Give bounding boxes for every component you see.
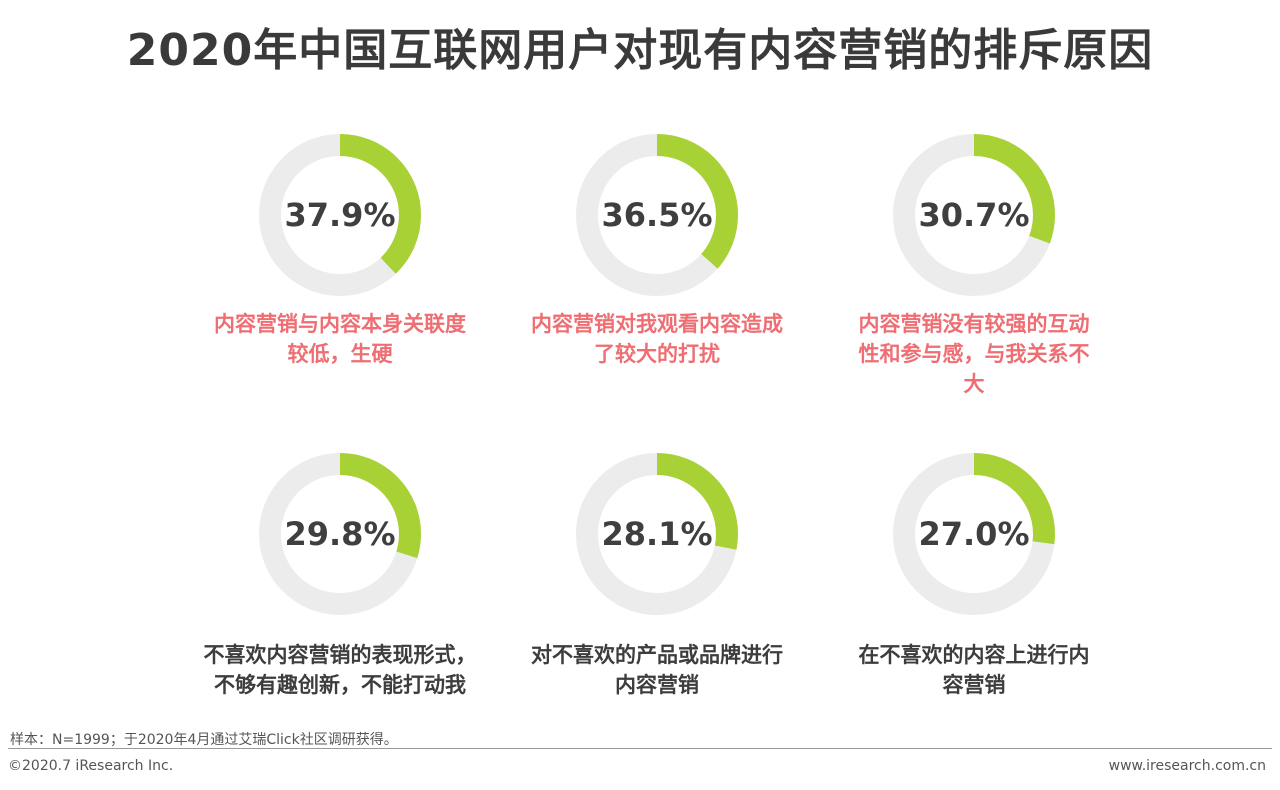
label-line: 内容营销与内容本身关联度	[214, 312, 466, 336]
donut-percent-label: 28.1%	[601, 515, 713, 553]
donut-svg	[893, 453, 1055, 615]
donut-svg	[893, 134, 1055, 296]
footer-divider	[8, 748, 1272, 749]
donut-category-label: 对不喜欢的产品或品牌进行 内容营销	[497, 640, 817, 700]
label-line: 对不喜欢的产品或品牌进行	[531, 643, 783, 667]
donut-value-arc	[893, 134, 1055, 296]
donut-svg	[259, 134, 421, 296]
donut-chart: 27.0%	[889, 449, 1059, 619]
donut-value-arc	[576, 453, 738, 615]
donut-svg	[259, 453, 421, 615]
label-line: 内容营销对我观看内容造成	[531, 312, 783, 336]
donut-svg	[576, 453, 738, 615]
donut-percent-label: 30.7%	[918, 196, 1030, 234]
label-line: 在不喜欢的内容上进行内	[858, 643, 1090, 667]
label-line: 容营销	[942, 673, 1006, 697]
donut-category-label: 内容营销没有较强的互动 性和参与感，与我关系不大	[814, 309, 1134, 399]
label-line: 较低，生硬	[287, 342, 393, 366]
donut-value-arc	[259, 134, 421, 296]
donut-chart: 30.7%	[889, 130, 1059, 300]
website-url: www.iresearch.com.cn	[1108, 758, 1266, 774]
donut-value-arc	[259, 453, 421, 615]
label-line: 大	[963, 372, 985, 396]
copyright-text: ©2020.7 iResearch Inc.	[8, 758, 174, 774]
donut-chart: 36.5%	[572, 130, 742, 300]
chart-title: 2020年中国互联网用户对现有内容营销的排斥原因	[126, 25, 1154, 76]
donut-chart: 37.9%	[255, 130, 425, 300]
donut-percent-label: 29.8%	[284, 515, 396, 553]
donut-value-arc	[576, 134, 738, 296]
donut-category-label: 内容营销对我观看内容造成 了较大的打扰	[497, 309, 817, 369]
label-line: 内容营销没有较强的互动	[858, 312, 1090, 336]
donut-svg	[576, 134, 738, 296]
donut-category-label: 内容营销与内容本身关联度 较低，生硬	[180, 309, 500, 369]
label-line: 不喜欢内容营销的表现形式，	[203, 643, 477, 667]
donut-category-label: 不喜欢内容营销的表现形式， 不够有趣创新，不能打动我	[180, 640, 500, 700]
label-line: 了较大的打扰	[594, 342, 720, 366]
donut-percent-label: 27.0%	[918, 515, 1030, 553]
donut-chart: 29.8%	[255, 449, 425, 619]
donut-value-arc	[893, 453, 1055, 615]
donut-percent-label: 37.9%	[284, 196, 396, 234]
label-line: 性和参与感，与我关系不	[858, 342, 1090, 366]
donut-category-label: 在不喜欢的内容上进行内 容营销	[814, 640, 1134, 700]
donut-chart: 28.1%	[572, 449, 742, 619]
sample-note: 样本：N=1999；于2020年4月通过艾瑞Click社区调研获得。	[10, 732, 398, 748]
label-line: 不够有趣创新，不能打动我	[214, 673, 466, 697]
donut-percent-label: 36.5%	[601, 196, 713, 234]
label-line: 内容营销	[615, 673, 699, 697]
